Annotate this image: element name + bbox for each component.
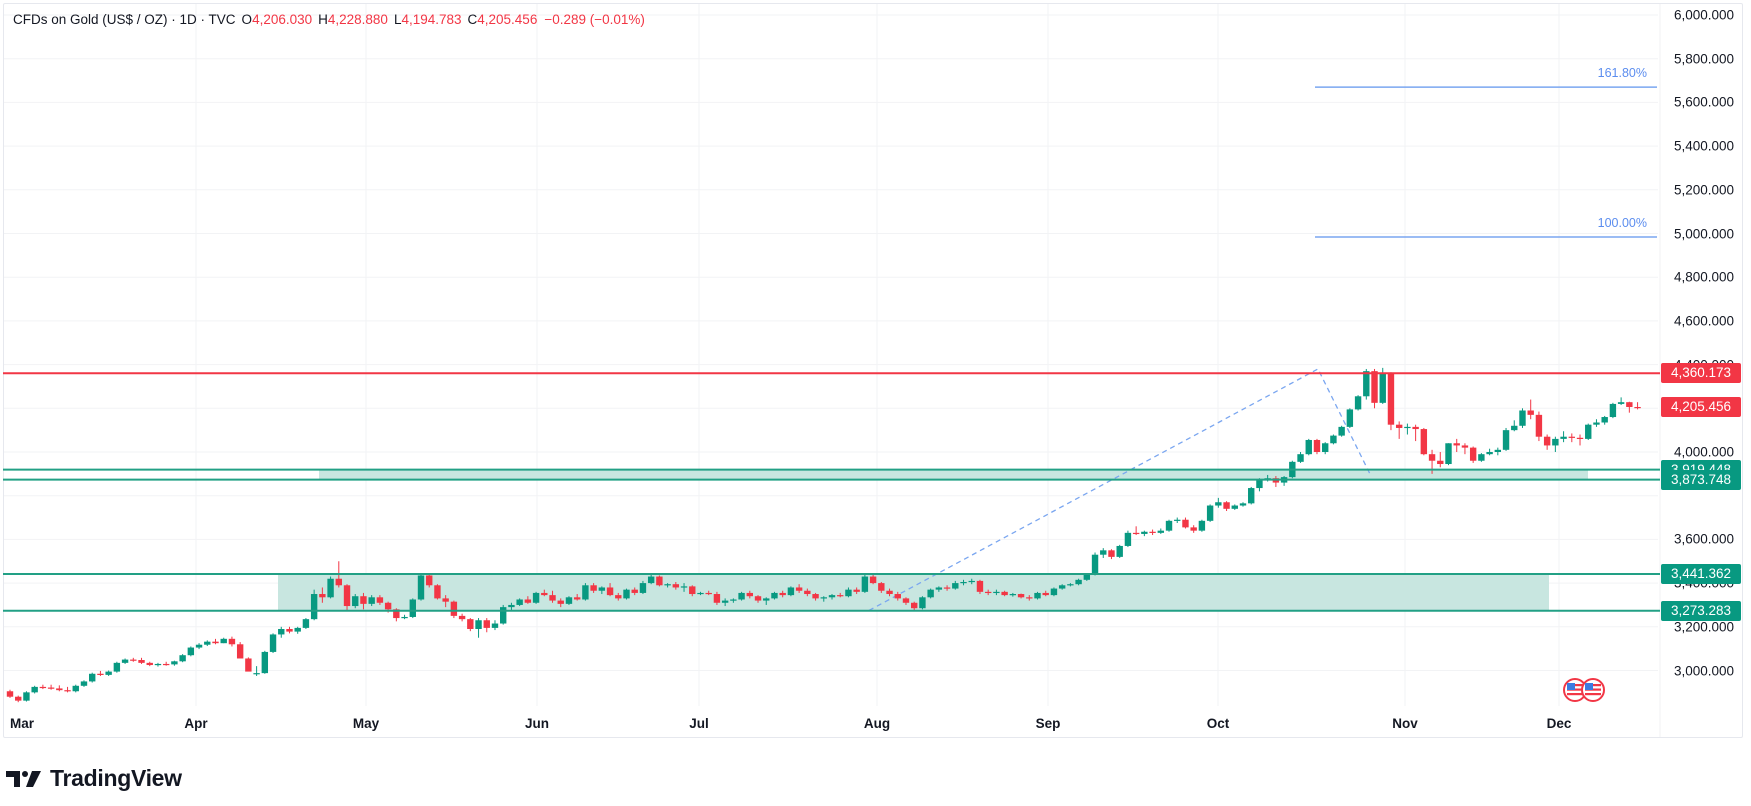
open-value: 4,206.030 (252, 12, 313, 27)
change-value: −0.289 (−0.01%) (544, 12, 645, 27)
price-tick-label: 4,000.000 (1673, 444, 1734, 460)
month-label: Apr (184, 716, 208, 731)
upper-support-zone[interactable] (319, 469, 1588, 480)
tradingview-logo-icon (6, 770, 41, 787)
grid-lines (4, 4, 1661, 737)
symbol-legend[interactable]: CFDs on Gold (US$ / OZ) · 1D · TVC O4,206… (13, 12, 645, 27)
price-tick-label: 5,600.000 (1673, 94, 1734, 110)
symbol-title: CFDs on Gold (US$ / OZ) · 1D · TVC (13, 12, 236, 27)
fib-level-label: 100.00% (1597, 215, 1647, 230)
close-value: 4,205.456 (477, 12, 538, 27)
price-tick-label: 5,400.000 (1673, 138, 1734, 154)
high-value: 4,228.880 (327, 12, 388, 27)
month-label: Sep (1035, 716, 1061, 731)
price-tick-label: 6,000.000 (1673, 7, 1734, 23)
support-zones (278, 469, 1588, 611)
close-label: C (467, 12, 478, 27)
month-label: Jul (689, 716, 709, 731)
month-label: Dec (1546, 716, 1572, 731)
open-label: O (241, 12, 253, 27)
price-tick-label: 3,200.000 (1673, 619, 1734, 635)
month-label: Mar (9, 716, 35, 731)
price-tag: 3,273.283 (1661, 600, 1741, 621)
price-tick-label: 5,200.000 (1673, 182, 1734, 198)
economic-events-flag-icon[interactable] (1562, 677, 1608, 703)
horizontal-levels[interactable] (3, 372, 1660, 612)
month-label: Aug (863, 716, 891, 731)
month-label: May (352, 716, 380, 731)
price-tick-label: 3,000.000 (1673, 663, 1734, 678)
price-tick-label: 4,800.000 (1673, 269, 1734, 285)
month-label: Nov (1392, 716, 1418, 731)
brand-name: TradingView (50, 765, 182, 791)
low-value: 4,194.783 (401, 12, 462, 27)
month-label: Jun (524, 716, 550, 731)
fib-extension[interactable] (868, 86, 1657, 611)
price-tick-label: 3,600.000 (1673, 531, 1734, 547)
price-tick-label: 4,600.000 (1673, 313, 1734, 329)
tradingview-logo[interactable]: TradingView (6, 765, 182, 792)
price-tag: 4,360.173 (1661, 363, 1741, 384)
chart-pane[interactable] (3, 3, 1743, 738)
price-tag: 4,205.456 (1661, 397, 1741, 418)
fib-level-label: 161.80% (1597, 66, 1647, 81)
price-tick-label: 5,000.000 (1673, 226, 1734, 241)
price-tick-label: 5,800.000 (1673, 51, 1734, 67)
high-label: H (318, 12, 328, 27)
price-tag: 3,873.748 (1661, 469, 1741, 490)
month-label: Oct (1206, 716, 1230, 731)
candles (6, 367, 1641, 703)
low-label: L (393, 12, 402, 27)
price-tag: 3,441.362 (1661, 564, 1741, 585)
